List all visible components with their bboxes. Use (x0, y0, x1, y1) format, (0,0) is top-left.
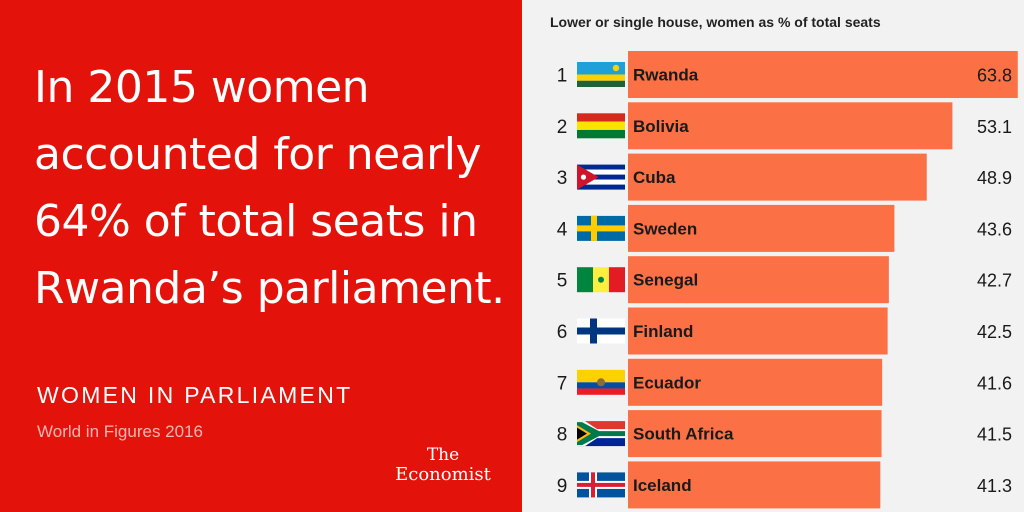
category-label: Rwanda (633, 66, 699, 85)
headline-line: 64% of total seats in (34, 196, 478, 247)
value-label: 41.5 (977, 425, 1012, 445)
section-title: WOMEN IN PARLIAMENT (37, 382, 353, 408)
value-label: 43.6 (977, 219, 1012, 239)
economist-logo: The Economist (384, 445, 502, 485)
value-label: 42.5 (977, 322, 1012, 342)
value-label: 53.1 (977, 117, 1012, 137)
value-label: 48.9 (977, 168, 1012, 188)
chart-title: Lower or single house, women as % of tot… (550, 14, 881, 30)
rank-label: 1 (557, 66, 568, 87)
rank-label: 5 (557, 271, 568, 292)
section-subtitle: World in Figures 2016 (37, 422, 203, 441)
south-africa-flag-icon (577, 421, 625, 447)
bolivia-flag-icon (577, 113, 625, 139)
rank-label: 6 (557, 322, 568, 343)
value-label: 63.8 (977, 66, 1012, 86)
rank-label: 7 (557, 373, 568, 394)
headline-line: accounted for nearly (34, 129, 482, 180)
category-label: Senegal (633, 271, 698, 290)
value-label: 41.6 (977, 373, 1012, 393)
rank-label: 4 (557, 219, 568, 240)
bar-senegal (628, 256, 889, 304)
logo-line-the: The (426, 445, 460, 465)
headline-line: In 2015 women (34, 62, 370, 113)
finland-flag-icon (577, 318, 625, 344)
ecuador-flag-icon (577, 369, 625, 395)
sweden-flag-icon (577, 215, 625, 241)
bar-iceland (628, 461, 881, 509)
rank-label: 9 (557, 476, 568, 497)
category-label: Ecuador (633, 373, 701, 392)
bar-finland (628, 307, 888, 355)
value-label: 42.7 (977, 271, 1012, 291)
headline-line: Rwanda’s parliament. (34, 263, 505, 314)
category-label: Finland (633, 322, 693, 341)
rwanda-flag-icon (577, 62, 625, 87)
bar-ecuador (628, 358, 883, 406)
category-label: Iceland (633, 476, 692, 495)
headline: In 2015 women accounted for nearly 64% o… (34, 54, 514, 322)
iceland-flag-icon (577, 472, 625, 498)
bar-sweden (628, 204, 895, 252)
category-label: Bolivia (633, 117, 689, 136)
logo-line-economist: Economist (395, 464, 491, 485)
bar-south-africa (628, 410, 882, 458)
bar-chart: 1 Rwanda 63.8 2 Bolivia 53.1 3 Cuba 48.9 4 Sweden 4… (557, 51, 1018, 509)
category-label: Sweden (633, 219, 697, 238)
category-label: Cuba (633, 168, 676, 187)
cuba-flag-icon (577, 164, 625, 190)
bar-cuba (628, 153, 927, 201)
bar-bolivia (628, 102, 953, 150)
rank-label: 2 (557, 117, 568, 138)
left-panel: In 2015 women accounted for nearly 64% o… (0, 0, 522, 512)
senegal-flag-icon (577, 267, 625, 293)
bar-rwanda (628, 51, 1018, 98)
rank-label: 8 (557, 425, 568, 446)
rank-label: 3 (557, 168, 568, 189)
value-label: 41.3 (977, 476, 1012, 496)
category-label: South Africa (633, 425, 734, 444)
